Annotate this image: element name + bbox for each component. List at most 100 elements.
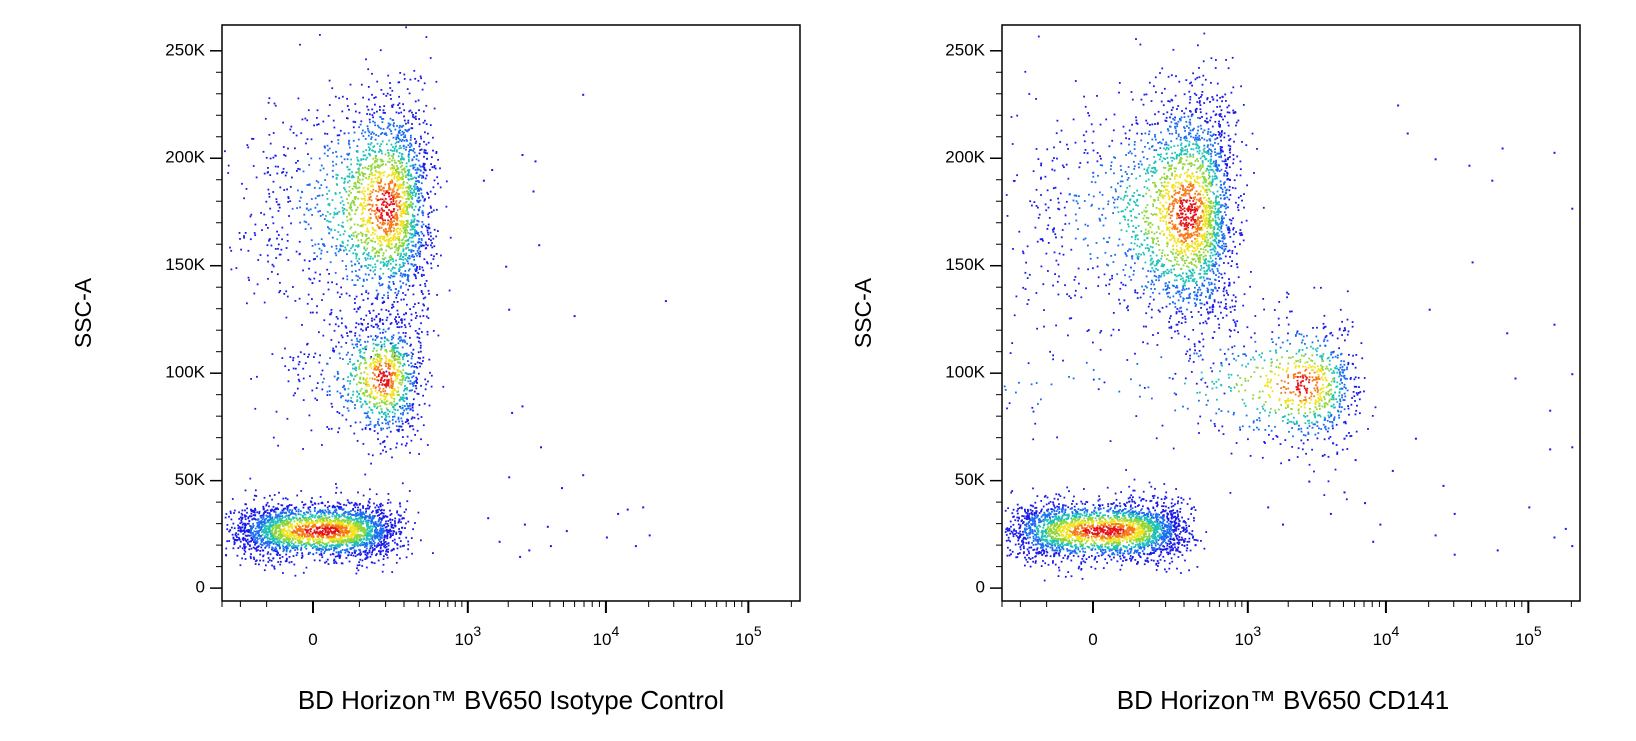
event-dot	[347, 202, 350, 204]
event-dot	[287, 522, 290, 524]
event-dot	[316, 541, 319, 543]
event-dot	[294, 508, 297, 510]
event-dot	[418, 123, 421, 126]
event-dot	[398, 336, 401, 339]
event-dot	[356, 553, 359, 556]
event-dot	[348, 140, 351, 142]
event-dot	[387, 240, 390, 243]
event-dot	[387, 421, 389, 424]
event-dot	[245, 503, 247, 506]
event-dot	[241, 518, 243, 520]
event-dot	[379, 405, 382, 407]
event-dot	[400, 521, 402, 524]
event-dot	[408, 206, 411, 209]
event-dot	[275, 198, 278, 201]
event-dot	[427, 213, 429, 216]
event-dot	[350, 547, 353, 549]
event-dot	[351, 546, 354, 549]
event-dot	[323, 245, 326, 247]
event-dot	[332, 511, 335, 514]
event-dot	[384, 397, 387, 400]
event-dot	[280, 248, 283, 251]
event-dot	[399, 227, 402, 230]
event-dot	[379, 524, 382, 527]
event-dot	[325, 215, 327, 217]
event-dot	[395, 296, 398, 299]
event-dot	[386, 263, 389, 265]
event-dot	[330, 229, 333, 232]
event-dot	[339, 234, 342, 236]
event-dot	[361, 225, 363, 228]
event-dot	[329, 539, 331, 542]
event-dot	[293, 563, 296, 566]
event-dot	[332, 119, 335, 122]
event-dot	[357, 506, 359, 509]
event-dot	[418, 189, 420, 192]
event-dot	[349, 515, 352, 518]
event-dot	[357, 233, 360, 235]
event-dot	[285, 541, 288, 543]
event-dot	[397, 248, 400, 250]
event-dot	[282, 509, 285, 512]
event-dot	[414, 522, 416, 524]
event-dot	[356, 145, 359, 147]
event-dot	[391, 539, 394, 542]
event-dot	[368, 131, 371, 134]
event-dot	[328, 79, 331, 82]
event-dot	[256, 531, 259, 534]
event-dot	[335, 247, 338, 250]
event-dot	[382, 118, 385, 120]
event-dot	[346, 521, 349, 523]
event-dot	[348, 519, 351, 522]
event-dot	[358, 366, 361, 368]
event-dot	[338, 557, 341, 559]
event-dot	[406, 140, 408, 142]
event-dot	[387, 423, 390, 426]
event-dot	[292, 357, 295, 359]
event-dot	[364, 511, 367, 514]
event-dot	[407, 129, 410, 131]
event-dot	[422, 110, 425, 113]
event-dot	[257, 259, 260, 261]
event-dot	[434, 193, 437, 195]
event-dot	[309, 311, 312, 314]
event-dot	[422, 176, 425, 179]
event-dot	[358, 268, 361, 271]
event-dot	[239, 522, 242, 525]
event-dot	[399, 540, 402, 542]
event-dot	[405, 396, 408, 399]
event-dot	[229, 246, 231, 249]
event-dot	[398, 326, 401, 329]
event-dot	[251, 518, 254, 521]
event-dot	[337, 142, 340, 145]
event-dot	[239, 545, 242, 548]
event-dot	[422, 171, 425, 174]
event-dot	[379, 278, 381, 280]
event-dot	[370, 172, 373, 174]
event-dot	[335, 509, 338, 512]
event-dot	[287, 201, 290, 203]
event-dot	[345, 342, 348, 344]
event-dot	[303, 519, 306, 521]
event-dot	[355, 295, 358, 298]
event-dot	[416, 199, 418, 202]
event-dot	[403, 228, 406, 231]
event-dot	[304, 228, 307, 230]
event-dot	[356, 187, 358, 190]
event-dot	[395, 263, 397, 266]
event-dot	[382, 563, 385, 566]
event-dot	[336, 544, 339, 546]
event-dot	[401, 396, 404, 399]
event-dot	[319, 520, 321, 523]
event-dot	[409, 185, 412, 188]
event-dot	[405, 247, 407, 249]
event-dot	[414, 303, 416, 305]
event-dot	[357, 491, 359, 494]
event-dot	[383, 340, 386, 343]
event-dot	[266, 537, 269, 539]
event-dot	[437, 158, 439, 161]
event-dot	[396, 165, 398, 167]
event-dot	[432, 552, 434, 554]
event-dot	[252, 526, 254, 528]
event-dot	[345, 418, 348, 421]
